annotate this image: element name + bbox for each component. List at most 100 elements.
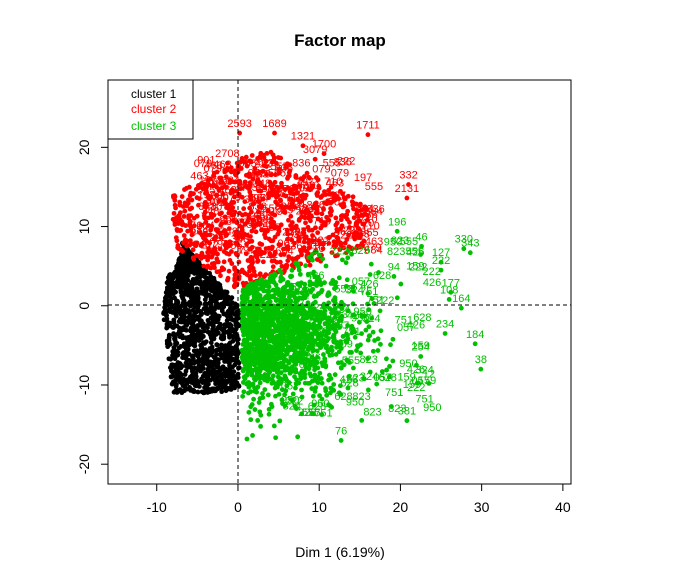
point-cluster-2 (198, 243, 204, 248)
point-cluster-2 (188, 213, 194, 218)
point-cluster-3 (257, 308, 263, 314)
point-cluster-2 (221, 259, 227, 265)
point-cluster-3 (278, 275, 284, 281)
point-cluster-2 (177, 202, 183, 208)
point-label-cluster-2: 901 (328, 197, 346, 209)
point-cluster-3 (244, 291, 249, 297)
point-cluster-1 (166, 340, 172, 345)
point-cluster-3 (379, 369, 385, 374)
point-cluster-2 (298, 176, 304, 182)
point-cluster-2 (285, 246, 291, 252)
point-cluster-2 (212, 245, 218, 251)
point-cluster-3 (289, 318, 295, 324)
point-cluster-2 (315, 177, 321, 183)
point-cluster-2 (281, 246, 286, 252)
labeled-point-text: 196 (388, 216, 406, 228)
point-cluster-1 (224, 318, 230, 323)
point-cluster-1 (225, 310, 230, 316)
point-cluster-3 (274, 384, 280, 390)
labeled-point-text: 332 (399, 170, 417, 182)
point-cluster-2 (246, 185, 252, 191)
point-cluster-1 (195, 389, 201, 395)
y-tick-label: 0 (76, 302, 92, 310)
point-cluster-2 (180, 248, 185, 254)
point-cluster-1 (194, 309, 200, 315)
point-cluster-2 (232, 272, 238, 278)
point-cluster-2 (174, 238, 180, 244)
point-label-cluster-3: 324 (360, 371, 378, 383)
point-cluster-3 (355, 344, 361, 350)
point-cluster-3 (245, 333, 251, 339)
point-cluster-3 (273, 435, 279, 441)
point-cluster-3 (250, 314, 256, 320)
point-cluster-1 (220, 344, 226, 350)
point-cluster-1 (193, 371, 199, 376)
labeled-point-text: 222 (432, 255, 450, 267)
point-cluster-2 (255, 214, 261, 220)
point-cluster-2 (211, 173, 216, 179)
point-cluster-2 (249, 153, 255, 158)
point-cluster-3 (260, 391, 265, 396)
point-label-cluster-3: 751 (314, 407, 332, 419)
point-cluster-2 (242, 179, 248, 185)
point-cluster-2 (271, 187, 276, 193)
point-cluster-2 (289, 226, 295, 232)
point-cluster-1 (192, 365, 198, 371)
point-cluster-1 (183, 306, 188, 312)
point-cluster-1 (203, 292, 208, 298)
point-cluster-2 (238, 186, 244, 191)
point-cluster-2 (288, 213, 294, 219)
point-cluster-2 (261, 155, 267, 161)
point-cluster-3 (295, 434, 301, 440)
point-cluster-1 (225, 300, 231, 306)
point-cluster-1 (181, 264, 186, 270)
point-cluster-3 (244, 357, 249, 363)
point-cluster-3 (268, 352, 274, 357)
point-cluster-3 (270, 303, 276, 309)
point-cluster-2 (201, 263, 207, 269)
point-cluster-2 (352, 236, 358, 242)
point-cluster-2 (229, 187, 235, 193)
point-cluster-1 (202, 297, 208, 303)
point-cluster-2 (267, 179, 273, 185)
point-cluster-1 (219, 389, 225, 395)
point-cluster-3 (324, 343, 330, 349)
point-cluster-1 (190, 353, 196, 359)
point-cluster-1 (223, 378, 229, 384)
point-cluster-2 (293, 174, 299, 180)
point-cluster-2 (314, 193, 320, 198)
y-tick-label: 20 (76, 139, 92, 155)
point-cluster-3 (251, 338, 256, 343)
point-cluster-1 (172, 280, 178, 286)
point-cluster-1 (211, 311, 217, 317)
point-cluster-2 (189, 232, 195, 238)
point-cluster-2 (305, 186, 311, 192)
point-cluster-1 (219, 306, 225, 312)
point-cluster-2 (310, 238, 316, 244)
point-cluster-3 (271, 329, 277, 335)
point-cluster-1 (190, 262, 196, 268)
point-label-cluster-2: 463 (334, 226, 352, 238)
point-cluster-3 (326, 292, 332, 297)
point-cluster-3 (256, 400, 262, 405)
labeled-point-text: 2131 (395, 183, 419, 195)
point-cluster-1 (179, 272, 184, 278)
point-cluster-2 (268, 253, 274, 259)
point-cluster-2 (354, 211, 360, 217)
point-cluster-2 (358, 232, 364, 237)
point-cluster-1 (171, 332, 177, 338)
point-cluster-1 (231, 369, 237, 375)
point-cluster-3 (266, 296, 272, 302)
point-cluster-2 (190, 247, 196, 253)
point-cluster-3 (351, 288, 356, 294)
point-cluster-2 (244, 163, 250, 169)
point-cluster-2 (240, 234, 246, 240)
labeled-point-text: 38 (475, 354, 487, 366)
point-cluster-2 (289, 237, 295, 243)
point-label-cluster-2: 222 (253, 158, 271, 170)
point-cluster-2 (240, 280, 246, 286)
point-cluster-1 (168, 374, 174, 380)
point-cluster-2 (318, 225, 324, 231)
point-label-cluster-2: 836 (292, 158, 310, 170)
point-cluster-1 (207, 362, 213, 368)
